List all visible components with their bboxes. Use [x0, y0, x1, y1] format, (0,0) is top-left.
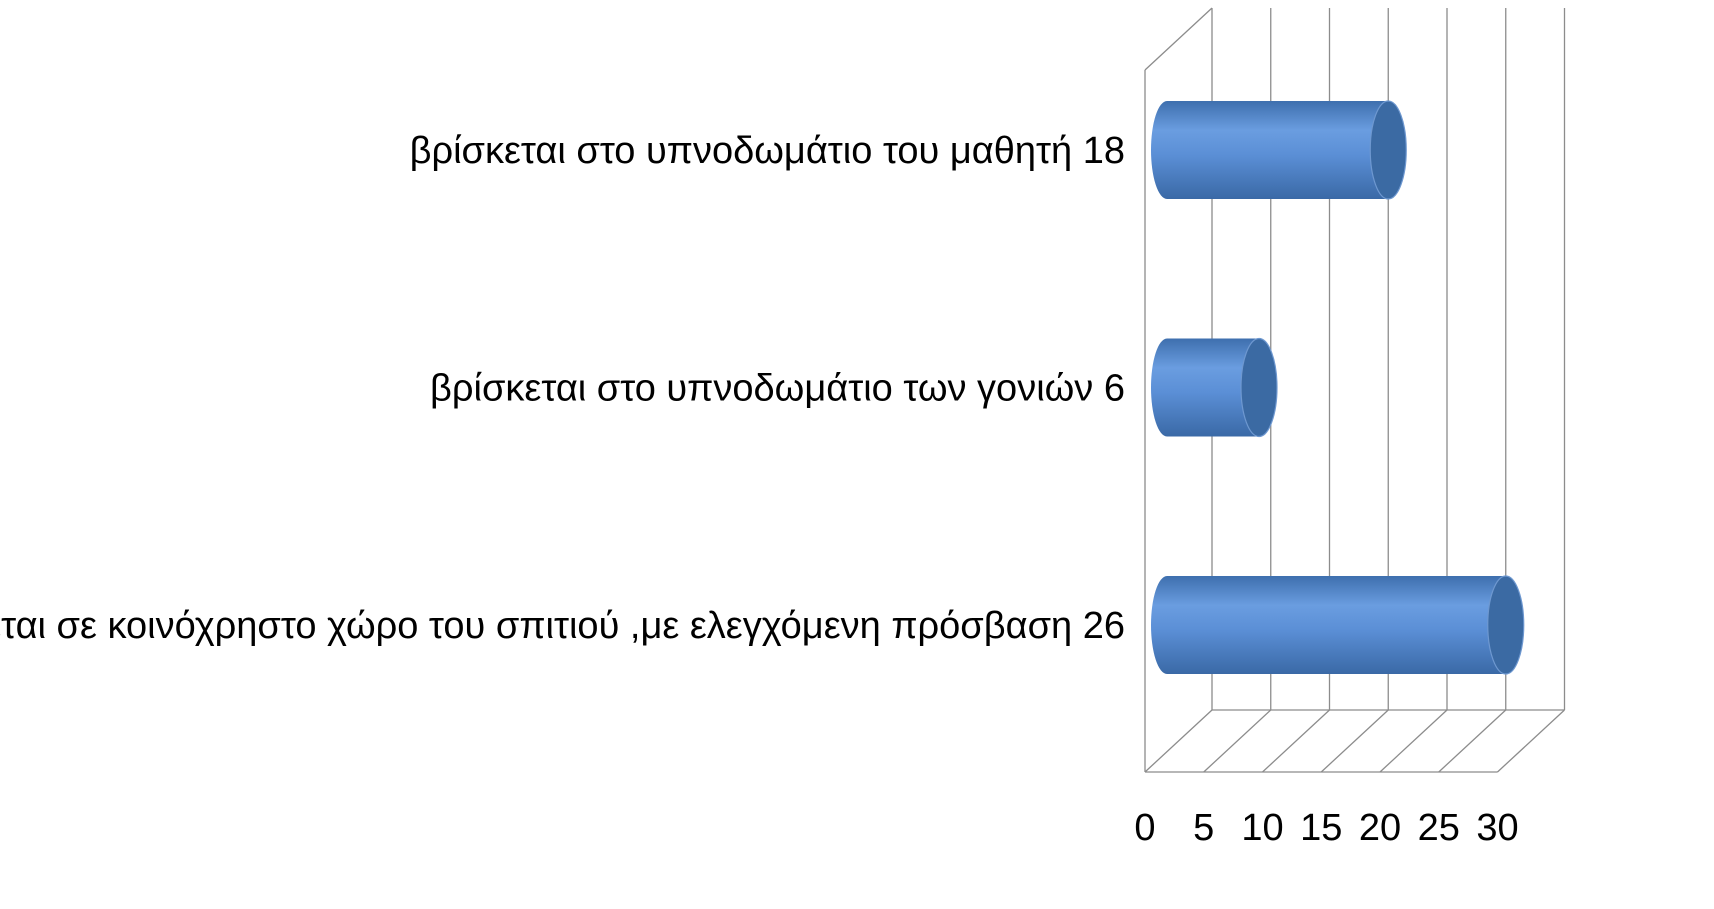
floor-gridline-10: [1262, 709, 1330, 773]
bar-end-cap: [1487, 576, 1524, 674]
floor-gridline-25: [1438, 709, 1507, 773]
bar-body: [1151, 101, 1389, 199]
bar-end-cap-rim: [1369, 100, 1407, 200]
category-label: βρίσκεται στο υπνοδωμάτιο των γονιών 6: [430, 368, 1125, 410]
x-tick-label: 15: [1300, 807, 1342, 849]
category-label: βρίσκεται σε κοινόχρηστο χώρο του σπιτιο…: [0, 605, 1125, 647]
left-wall-top-edge: [1144, 7, 1213, 71]
x-axis-ticks: 0 5 10 15 20 25 30: [1134, 807, 1518, 849]
floor-gridline-30: [1497, 709, 1565, 773]
bar-end-cap-rim: [1487, 575, 1525, 675]
bar-body: [1151, 576, 1506, 674]
floor-gridline-0: [1144, 709, 1213, 773]
x-tick-label: 20: [1359, 807, 1401, 849]
x-tick-label: 0: [1134, 807, 1155, 849]
x-tick-label: 5: [1193, 807, 1214, 849]
bar: [1151, 100, 1407, 200]
bar-end-cap: [1241, 338, 1277, 437]
bar: [1151, 337, 1278, 438]
x-tick-label: 30: [1476, 807, 1518, 849]
x-tick-label: 25: [1418, 807, 1460, 849]
bar-end-cap: [1370, 101, 1407, 199]
bar-body: [1151, 338, 1259, 437]
floor-gridline-15: [1320, 709, 1389, 773]
bar-end-cap-rim: [1240, 337, 1278, 438]
bar: [1151, 575, 1525, 675]
floor-gridline-5: [1203, 709, 1272, 773]
floor-gridline-20: [1379, 709, 1448, 773]
bars: [1151, 100, 1525, 675]
category-label: βρίσκεται στο υπνοδωμάτιο του μαθητή 18: [410, 130, 1125, 172]
category-labels: βρίσκεται σε κοινόχρηστο χώρο του σπιτιο…: [0, 130, 1125, 647]
x-tick-label: 10: [1241, 807, 1283, 849]
